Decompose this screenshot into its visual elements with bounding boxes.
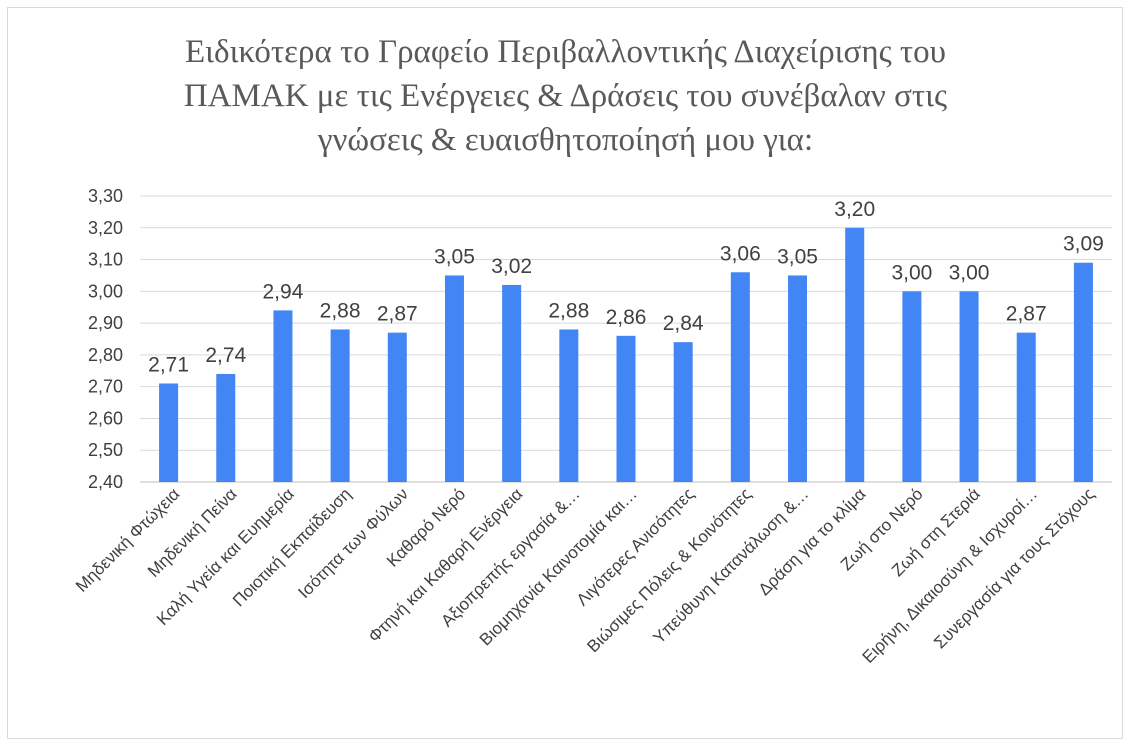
data-label: 3,00 [891, 261, 932, 284]
bar [673, 342, 693, 482]
bar [1073, 262, 1093, 482]
data-label: 2,86 [606, 306, 647, 329]
data-label: 3,20 [834, 198, 875, 221]
category-label: Δράση για το κλίμα [755, 484, 870, 599]
bar [730, 272, 750, 482]
data-label: 2,87 [377, 303, 418, 326]
y-tick-label: 3,30 [88, 186, 123, 206]
y-tick-label: 2,60 [88, 408, 123, 428]
data-label: 2,71 [148, 353, 189, 376]
bar [788, 275, 808, 482]
bar [387, 332, 407, 482]
data-label: 2,88 [548, 299, 589, 322]
bar [444, 275, 464, 482]
category-label: Ισότητα των Φύλων [294, 484, 412, 602]
y-tick-label: 3,10 [88, 250, 123, 270]
y-axis-ticks: 2,40 2,50 2,60 2,70 2,80 2,90 3,00 3,10 3,20 3,30 [88, 186, 123, 492]
bar [959, 291, 979, 482]
bars [159, 227, 1093, 482]
y-tick-label: 3,20 [88, 218, 123, 238]
y-tick-label: 2,40 [88, 472, 123, 492]
data-labels: 2,71 2,74 2,94 2,88 2,87 3,05 3,02 2,88 2,86 2,84… [148, 198, 1104, 377]
y-tick-label: 2,90 [88, 313, 123, 333]
data-label: 2,74 [205, 344, 246, 367]
category-label: Μηδενική Φτώχεια [72, 484, 184, 596]
bar [845, 227, 865, 482]
bar [559, 329, 579, 482]
data-label: 2,94 [263, 280, 304, 303]
y-tick-label: 3,00 [88, 281, 123, 301]
bar [330, 329, 350, 482]
data-label: 3,05 [434, 245, 475, 268]
data-label: 3,02 [491, 255, 532, 278]
data-label: 3,06 [720, 242, 761, 265]
data-label: 3,05 [777, 245, 818, 268]
data-label: 3,09 [1063, 233, 1104, 256]
bar [216, 373, 236, 482]
data-label: 2,84 [663, 312, 704, 335]
data-label: 2,88 [320, 299, 361, 322]
bar [273, 310, 293, 482]
y-tick-label: 2,50 [88, 440, 123, 460]
data-label: 2,87 [1006, 303, 1047, 326]
bar [1016, 332, 1036, 482]
bar [616, 335, 636, 482]
bar [502, 284, 522, 482]
y-tick-label: 2,80 [88, 345, 123, 365]
data-label: 3,00 [949, 261, 990, 284]
chart-title: Ειδικότερα το Γραφείο Περιβαλλοντικής Δι… [183, 34, 948, 158]
y-tick-label: 2,70 [88, 377, 123, 397]
bar [159, 383, 179, 482]
bar [902, 291, 922, 482]
